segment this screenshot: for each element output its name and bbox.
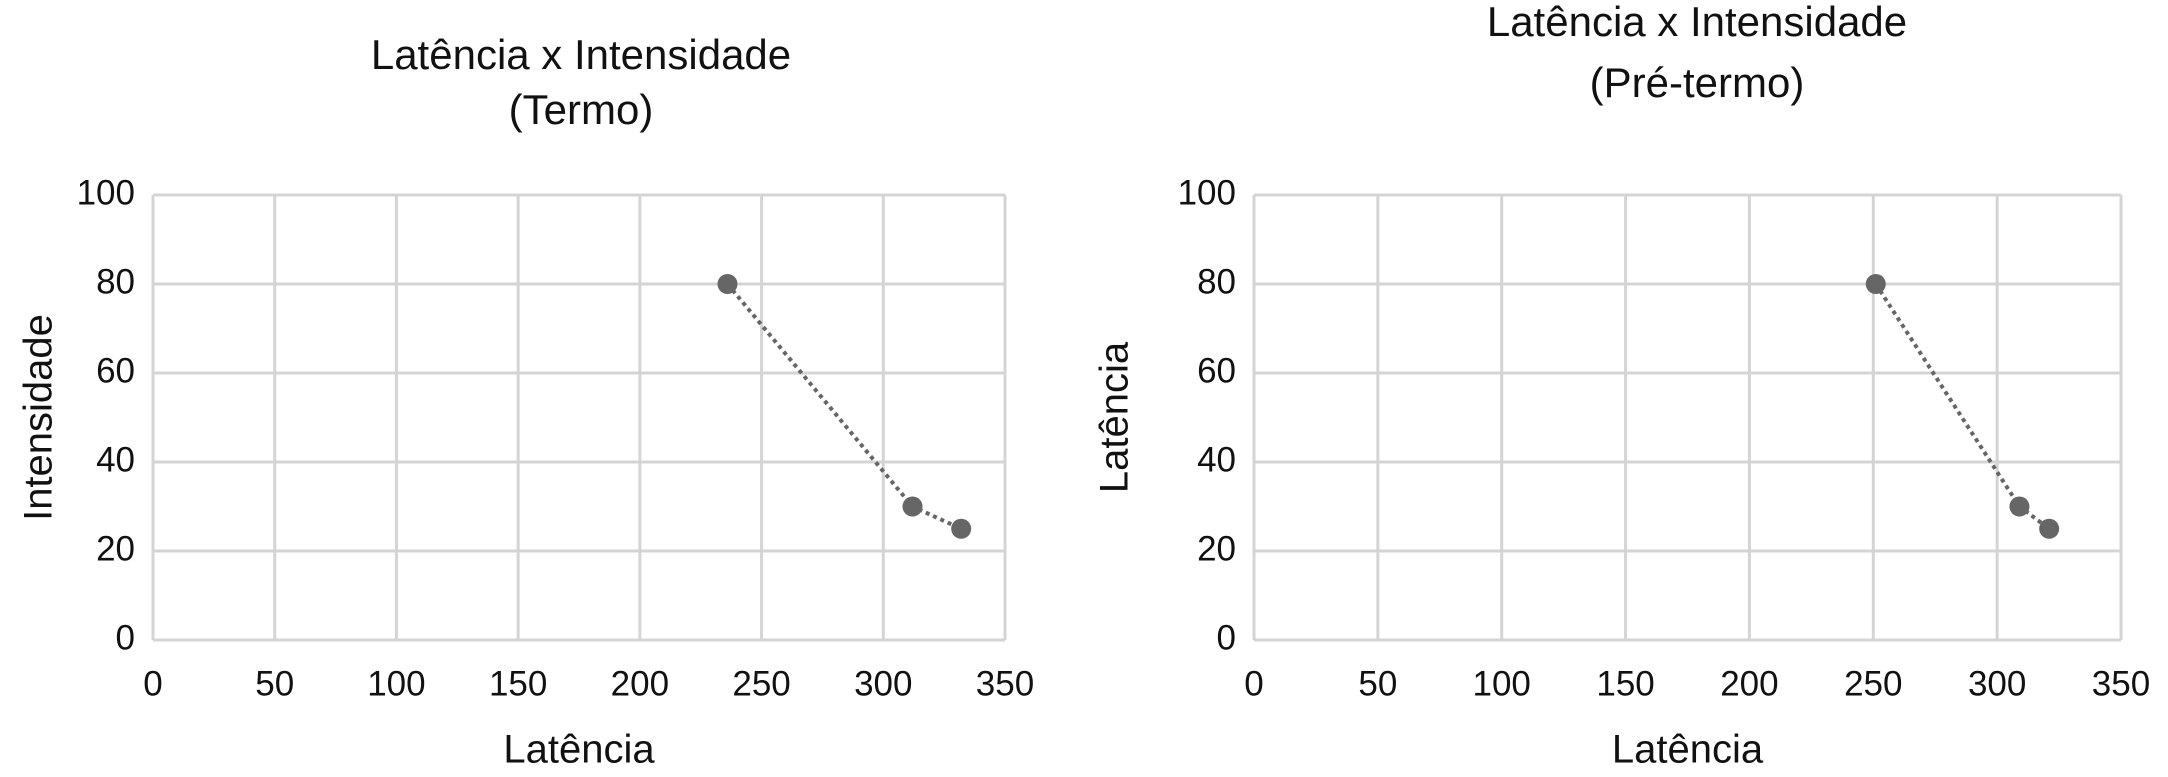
x-tick-label: 300 <box>854 664 912 703</box>
x-tick-label: 100 <box>1473 664 1531 703</box>
x-tick-label: 350 <box>976 664 1034 703</box>
chart-subtitle: (Termo) <box>509 86 654 133</box>
y-tick-label: 100 <box>1178 173 1236 212</box>
x-tick-label: 100 <box>367 664 425 703</box>
y-tick-label: 20 <box>1197 529 1236 568</box>
y-tick-label: 80 <box>96 262 135 301</box>
trend-line <box>1874 282 2051 531</box>
x-tick-label: 150 <box>1596 664 1654 703</box>
y-tick-label: 60 <box>96 351 135 390</box>
point <box>2009 496 2030 517</box>
y-tick-label: 20 <box>96 529 135 568</box>
x-tick-label: 300 <box>1968 664 2026 703</box>
chart: Latência x Intensidade (Pré-termo) 0 20 40 60… <box>1093 0 2151 772</box>
chart-subtitle: (Pré-termo) <box>1590 59 1805 106</box>
point <box>2039 518 2060 539</box>
y-tick-label: 0 <box>1217 618 1236 657</box>
x-tick-label: 200 <box>1720 664 1778 703</box>
x-tick-label: 250 <box>1844 664 1902 703</box>
y-tick-label: 60 <box>1197 351 1236 390</box>
x-tick-label: 200 <box>611 664 669 703</box>
x-tick-label: 250 <box>732 664 790 703</box>
point <box>951 518 972 539</box>
x-tick-label: 350 <box>2092 664 2150 703</box>
x-tick-label: 0 <box>1244 664 1263 703</box>
y-tick-label: 0 <box>116 618 135 657</box>
y-tick-label: 40 <box>96 440 135 479</box>
x-tick-label: 150 <box>489 664 547 703</box>
y-tick-label: 100 <box>77 173 135 212</box>
chart-title: Latência x Intensidade <box>371 31 791 78</box>
x-tick-label: 50 <box>255 664 294 703</box>
point <box>902 496 923 517</box>
x-tick-label: 50 <box>1358 664 1397 703</box>
x-axis-label: Latência <box>503 728 655 772</box>
chart-title: Latência x Intensidade <box>1487 0 1907 45</box>
x-axis-label: Latência <box>1612 728 1764 772</box>
x-tick-label: 0 <box>143 664 162 703</box>
point <box>1865 274 1886 294</box>
y-tick-label: 40 <box>1197 440 1236 479</box>
point <box>717 274 738 294</box>
y-axis-label: Latência <box>1093 341 1137 493</box>
y-tick-label: 80 <box>1197 262 1236 301</box>
y-axis-label: Intensidade <box>17 314 61 521</box>
chart: Latência x Intensidade (Termo) 0 20 40 60 80 10… <box>17 31 1035 771</box>
